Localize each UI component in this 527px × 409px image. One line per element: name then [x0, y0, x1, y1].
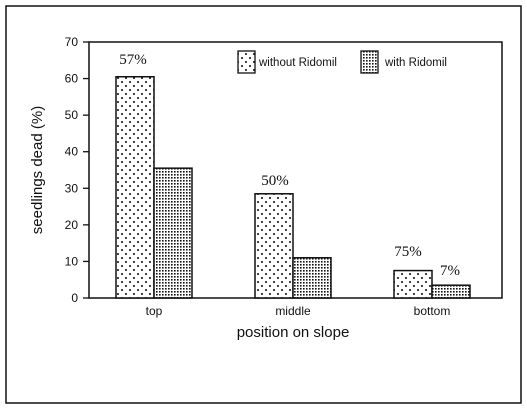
- bar-with-ridomil-top: [153, 167, 193, 299]
- bar-without-ridomil-top: [115, 75, 155, 299]
- y-tick-label: 40: [65, 145, 79, 159]
- category-label-bottom: bottom: [414, 304, 451, 318]
- annotation-middle: 50%: [261, 173, 289, 189]
- legend-swatch-with-ridomil: [360, 50, 379, 74]
- y-axis-title: seedlings dead (%): [29, 106, 46, 234]
- bar-with-ridomil-bottom: [431, 284, 471, 299]
- annotation-bottom-with: 7%: [440, 263, 460, 279]
- y-axis: 0 10 20 30 40 50 60 70: [65, 35, 89, 305]
- y-tick-label: 0: [71, 291, 78, 305]
- category-label-middle: middle: [275, 304, 311, 318]
- y-tick-label: 10: [65, 254, 79, 268]
- bars-group: [115, 75, 471, 299]
- annotation-top: 57%: [119, 52, 147, 68]
- y-tick-label: 60: [65, 72, 79, 86]
- y-tick-label: 50: [65, 108, 79, 122]
- legend-label-without-ridomil: without Ridomil: [258, 57, 337, 69]
- legend: without Ridomil with Ridomil: [237, 50, 447, 74]
- y-tick-label: 30: [65, 181, 79, 195]
- legend-label-with-ridomil: with Ridomil: [384, 57, 447, 69]
- category-label-top: top: [146, 304, 163, 318]
- annotation-bottom-without: 75%: [394, 244, 422, 260]
- y-tick-label: 20: [65, 218, 79, 232]
- bar-without-ridomil-middle: [254, 193, 294, 299]
- bar-without-ridomil-bottom: [393, 269, 433, 299]
- legend-swatch-without-ridomil: [237, 50, 256, 74]
- bar-with-ridomil-middle: [292, 257, 332, 299]
- x-axis-title: position on slope: [237, 324, 350, 341]
- y-tick-label: 70: [65, 35, 79, 49]
